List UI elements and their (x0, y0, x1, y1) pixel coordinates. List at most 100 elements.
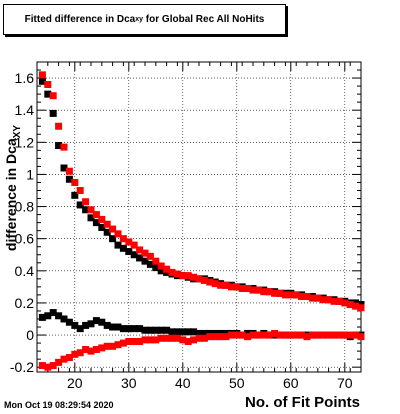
data-point-series-2 (319, 296, 327, 304)
data-point-series-4 (44, 363, 52, 371)
y-tick-label: 0.4 (15, 263, 35, 279)
data-point-series-1 (71, 191, 79, 199)
data-point-series-1 (98, 223, 106, 231)
data-point-series-2 (314, 294, 322, 302)
x-tick-label: 70 (337, 375, 353, 391)
data-point-series-2 (281, 291, 289, 299)
data-point-series-2 (82, 198, 90, 206)
data-point-series-2 (292, 291, 300, 299)
data-point-series-2 (287, 291, 295, 299)
data-point-series-2 (157, 262, 165, 270)
data-point-series-4 (98, 344, 106, 352)
y-tick-label: 1.4 (15, 102, 35, 118)
x-tick-label: 40 (175, 375, 191, 391)
data-points (38, 71, 365, 371)
data-point-series-1 (55, 142, 63, 150)
data-point-series-4 (298, 331, 306, 339)
data-point-series-3 (92, 317, 100, 325)
data-point-series-2 (352, 302, 360, 310)
data-point-series-1 (146, 260, 154, 268)
data-point-series-3 (163, 326, 171, 334)
x-tick-label: 60 (283, 375, 299, 391)
data-point-series-2 (222, 281, 230, 289)
data-point-series-3 (179, 328, 187, 336)
data-point-series-4 (233, 331, 241, 339)
data-point-series-4 (195, 334, 203, 342)
data-point-series-4 (357, 333, 365, 341)
data-point-series-2 (244, 284, 252, 292)
data-point-series-3 (200, 329, 208, 337)
data-point-series-4 (49, 362, 57, 370)
data-point-series-3 (44, 312, 52, 320)
data-point-series-2 (298, 293, 306, 301)
data-point-series-3 (76, 325, 84, 333)
data-point-series-3 (195, 329, 203, 337)
data-point-series-4 (125, 337, 133, 345)
data-point-series-1 (87, 214, 95, 222)
data-point-series-4 (173, 334, 181, 342)
data-point-series-3 (71, 321, 79, 329)
data-point-series-2 (60, 143, 68, 151)
data-point-series-2 (335, 297, 343, 305)
data-point-series-4 (92, 346, 100, 354)
data-point-series-4 (346, 331, 354, 339)
data-point-series-4 (314, 331, 322, 339)
data-point-series-3 (38, 313, 46, 321)
chart-title-rest: for Global Rec All NoHits (143, 14, 265, 25)
data-point-series-4 (352, 331, 360, 339)
data-point-series-3 (168, 328, 176, 336)
data-point-series-2 (103, 220, 111, 228)
x-tick-label: 30 (121, 375, 137, 391)
data-point-series-2 (330, 297, 338, 305)
data-point-series-3 (125, 325, 133, 333)
data-point-series-2 (114, 230, 122, 238)
data-point-series-4 (260, 331, 268, 339)
data-point-series-3 (55, 312, 63, 320)
data-point-series-3 (114, 323, 122, 331)
data-point-series-4 (141, 336, 149, 344)
data-point-series-2 (254, 286, 262, 294)
y-tick-label: 0.6 (15, 231, 35, 247)
data-point-series-4 (179, 336, 187, 344)
data-point-series-1 (152, 264, 160, 272)
data-point-series-4 (281, 331, 289, 339)
data-point-series-4 (238, 331, 246, 339)
data-point-series-4 (335, 331, 343, 339)
data-point-series-4 (184, 337, 192, 345)
data-point-series-2 (308, 294, 316, 302)
data-point-series-2 (44, 80, 52, 88)
data-point-series-4 (222, 333, 230, 341)
data-point-series-4 (206, 333, 214, 341)
data-point-series-2 (271, 289, 279, 297)
data-point-series-1 (109, 235, 117, 243)
data-point-series-3 (141, 326, 149, 334)
data-point-series-3 (136, 325, 144, 333)
data-point-series-4 (244, 333, 252, 341)
data-point-series-4 (60, 355, 68, 363)
data-point-series-1 (49, 109, 57, 117)
data-point-series-4 (287, 331, 295, 339)
data-point-series-4 (308, 331, 316, 339)
data-point-series-1 (38, 77, 46, 85)
data-point-series-4 (325, 331, 333, 339)
y-tick-label: 0 (26, 327, 34, 343)
data-point-series-1 (157, 267, 165, 275)
data-point-series-3 (109, 323, 117, 331)
data-point-series-2 (195, 275, 203, 283)
data-point-series-4 (38, 362, 46, 370)
data-point-series-2 (325, 296, 333, 304)
chart-title: Fitted difference in Dca xy for Global Re… (3, 4, 286, 35)
timestamp-footer: Mon Oct 19 08:29:54 2020 (4, 400, 114, 410)
data-point-series-1 (141, 257, 149, 265)
data-point-series-2 (173, 270, 181, 278)
data-point-series-2 (346, 301, 354, 309)
data-point-series-1 (82, 206, 90, 214)
data-point-series-2 (168, 268, 176, 276)
data-point-series-3 (87, 320, 95, 328)
data-point-series-2 (38, 71, 46, 79)
data-point-series-4 (76, 349, 84, 357)
x-tick-label: 20 (67, 375, 83, 391)
data-point-series-4 (276, 331, 284, 339)
data-point-series-4 (103, 342, 111, 350)
data-point-series-2 (206, 278, 214, 286)
